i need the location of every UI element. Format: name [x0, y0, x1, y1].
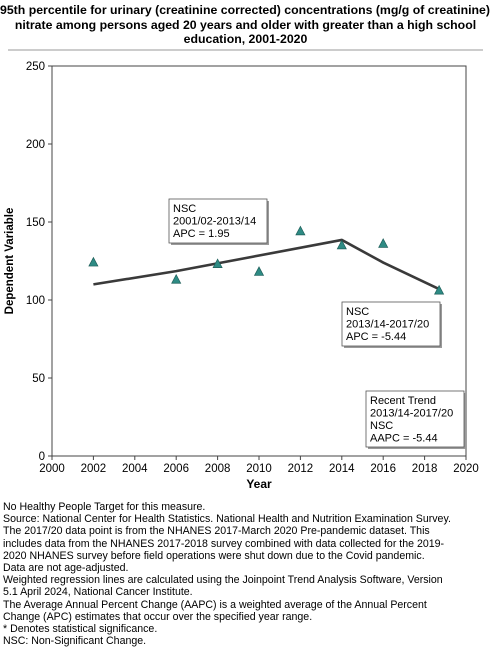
data-point-triangle	[253, 266, 265, 276]
chart-title-line: nitrate among persons aged 20 years and …	[14, 17, 477, 32]
x-axis: 2000 2002 2004 2006 2008 2010 2012 2014 2016 2018…	[39, 456, 479, 475]
data-point-triangle	[434, 284, 445, 295]
annotation-frame	[168, 198, 268, 244]
footnote-line: No Healthy People Target for this measur…	[3, 501, 206, 513]
y-tick-label: 150	[26, 217, 45, 229]
y-tick-label: 0	[39, 451, 45, 463]
data-point-triangle	[336, 239, 347, 250]
data-point-triangle	[88, 256, 99, 267]
footnotes: No Healthy People Target for this measur…	[3, 501, 451, 647]
footnote-line: 5.1 April 2024, National Cancer Institut…	[3, 586, 193, 599]
annotation-text: NSC	[370, 420, 393, 432]
annotation-text: NSC	[346, 306, 369, 318]
x-tick-label: 2012	[288, 463, 314, 475]
x-tick-label: 2004	[122, 463, 148, 475]
footnote-line: Weighted regression lines are calculated…	[3, 574, 443, 587]
x-tick-label: 2000	[39, 463, 65, 475]
x-axis-label: Year	[246, 477, 272, 491]
footnote-line: NSC: Non-Significant Change.	[3, 635, 147, 647]
x-tick-label: 2006	[163, 463, 189, 475]
annotation-frame	[341, 301, 441, 347]
data-point-triangle	[295, 225, 306, 236]
annotation-text: APC = -5.44	[346, 331, 406, 343]
chart-title-line: 95th percentile for urinary (creatinine …	[0, 3, 491, 17]
data-point-triangle	[171, 273, 182, 284]
chart-title: 95th percentile for urinary (creatinine …	[0, 3, 491, 47]
y-axis: 0 50 100 150 200 250	[26, 61, 52, 463]
annotation-text: 2001/02-2013/14	[173, 216, 256, 228]
chart-svg: 0 50 100 150 200 250 2000 2002 2004 2006 2008 2010…	[4, 49, 483, 491]
footnote-line: Change (APC) estimates that occur over t…	[3, 610, 313, 623]
annotation-text: 2013/14-2017/20	[346, 319, 429, 331]
annotation-text: AAPC = -5.44	[370, 433, 438, 445]
x-tick-label: 2014	[329, 463, 355, 475]
x-tick-label: 2018	[412, 463, 438, 475]
annotation-text: NSC	[173, 203, 196, 215]
y-tick-label: 200	[26, 139, 45, 151]
annotation-text: APC = 1.95	[173, 228, 230, 240]
x-tick-label: 2016	[370, 463, 396, 475]
x-tick-label: 2020	[453, 463, 479, 475]
annotation-frame	[365, 390, 465, 448]
y-tick-label: 100	[26, 295, 45, 307]
footnote-line: The Average Annual Percent Change (AAPC)…	[3, 598, 427, 611]
footnote-line: 2020 NHANES survey before field operatio…	[3, 549, 425, 562]
data-point-triangle	[212, 258, 223, 268]
footnote-line: Data are not age-adjusted.	[3, 562, 129, 575]
x-tick-label: 2010	[246, 463, 272, 475]
data-point-triangle	[378, 238, 389, 248]
x-tick-label: 2008	[205, 463, 231, 475]
y-tick-label: 50	[32, 373, 45, 385]
footnote-line: * Denotes statistical significance.	[3, 623, 158, 636]
data-points	[88, 225, 445, 295]
chart-title-line: education, 2001-2020	[183, 32, 308, 46]
annotation-text: Recent Trend	[370, 395, 436, 407]
annotation-text: 2013/14-2017/20	[370, 408, 453, 420]
footnote-line: Source: National Center for Health Stati…	[3, 513, 451, 526]
x-tick-label: 2002	[81, 463, 107, 475]
footnote-line: The 2017/20 data point is from the NHANE…	[3, 525, 430, 538]
y-tick-label: 250	[26, 61, 45, 73]
y-axis-label: Dependent Variable	[4, 208, 16, 315]
footnote-line: includes data from the NHANES 2017-2018 …	[3, 537, 445, 550]
